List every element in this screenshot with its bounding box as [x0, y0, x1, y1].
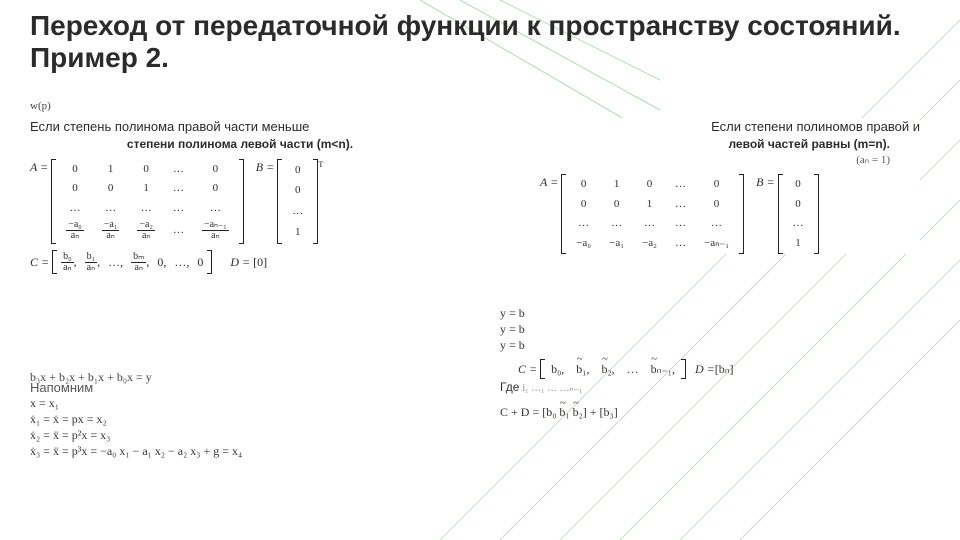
- left-A-label: A =: [30, 159, 48, 244]
- y-line: y = b: [500, 338, 930, 353]
- C-cell: bₙ₋₁,: [645, 360, 681, 379]
- left-A-block: A = 0 1 0 … 0 0 0 1 … 0: [30, 159, 450, 244]
- C-cell: b₂,: [595, 360, 620, 379]
- c-plus-d: C + D = [b₀ b₁ b₂] + [b₃]: [500, 405, 930, 420]
- C-cell: …,: [104, 252, 127, 273]
- eq-line: x = x₁: [30, 396, 450, 411]
- left-B-matrix: 0 0 … 1: [282, 159, 313, 244]
- left-C-label: C =: [30, 254, 49, 271]
- C-cell: 0,: [153, 252, 170, 273]
- C-cell: b₀aₙ,: [57, 250, 81, 275]
- ghost-wp: w(p): [30, 100, 51, 112]
- lower-right-block: y = b y = b y = b C = b₀, b₁, b₂, … bₙ₋₁…: [500, 305, 930, 421]
- lower-left-block: Напомним x = x₁ ẋ₁ = ẋ = px = x₂ ẋ₂ = ẍ …: [30, 380, 450, 460]
- right-A-matrix: 0 1 0 … 0 0 0 1 … 0 … …: [566, 174, 739, 254]
- matrix-cell: −aₙ₋₁aₙ: [194, 219, 237, 242]
- eq-line: ẋ₂ = ẍ = p²x = x₃: [30, 428, 450, 443]
- C-cell: …: [621, 360, 645, 379]
- y-line: y = b: [500, 306, 930, 321]
- bracket-icon: [207, 250, 212, 274]
- C-cell: b₀,: [545, 360, 570, 379]
- left-panel: Если степень полинома правой части меньш…: [30, 118, 450, 275]
- eq-line: ẋ₁ = ẋ = px = x₂: [30, 412, 450, 427]
- matrix-cell: −a₀aₙ: [58, 219, 92, 242]
- left-heading-2: степени полинома левой части (m<n).: [30, 136, 450, 153]
- C-cell: …,: [170, 252, 193, 273]
- B-transpose: T: [318, 159, 323, 171]
- recall-label: Напомним: [30, 380, 450, 395]
- right-A-label: A =: [540, 174, 558, 254]
- C-cell: b₁aₙ,: [81, 250, 105, 275]
- C-cell: bₘaₙ,: [127, 250, 153, 275]
- bracket-icon: [239, 159, 244, 244]
- left-B-label: B =: [256, 159, 274, 244]
- right-A-block: A = 0 1 0 … 0 0 0 1 … 0: [500, 174, 920, 254]
- page-title: Переход от передаточной функции к простр…: [30, 10, 930, 74]
- bg-diagonal-lines: [440, 20, 960, 540]
- an-note: (aₙ = 1): [500, 153, 920, 168]
- slide: Переход от передаточной функции к простр…: [0, 0, 960, 540]
- matrix-cell: −a₁aₙ: [94, 219, 128, 242]
- left-D-label: D =: [230, 254, 250, 271]
- y-line: y = b: [500, 322, 930, 337]
- left-A-matrix: 0 1 0 … 0 0 0 1 … 0 … …: [56, 159, 239, 244]
- matrix-cell: −a₂aₙ: [129, 219, 163, 242]
- right-B-matrix: 0 0 … 1: [783, 174, 814, 254]
- right-D-label: D =: [695, 362, 715, 377]
- right-heading-1: Если степени полиномов правой и: [500, 118, 920, 136]
- right-panel: Если степени полиномов правой и левой ча…: [500, 118, 920, 254]
- C-cell: 0: [193, 252, 207, 273]
- left-CD-block: C = b₀aₙ, b₁aₙ, …, bₘaₙ, 0, …, 0 D = [0]: [30, 250, 450, 275]
- right-heading-2: левой частей равны (m=n).: [500, 136, 920, 153]
- bracket-icon: [313, 159, 318, 244]
- bracket-icon: [814, 174, 819, 254]
- bracket-icon: [739, 174, 744, 254]
- bracket-icon: [681, 359, 686, 379]
- left-D-value: [0]: [253, 254, 267, 271]
- C-cell: b₁,: [570, 360, 595, 379]
- left-heading-1: Если степень полинома правой части меньш…: [30, 118, 450, 136]
- right-CD-row: C = b₀, b₁, b₂, … bₙ₋₁, D = [bₙ]: [500, 359, 930, 379]
- right-D-value: [bₙ]: [715, 362, 734, 377]
- right-C-label: C =: [518, 362, 537, 377]
- eq-line: ẋ₃ = ẍ = p³x = −a₀ x₁ − a₁ x₂ − a₂ x₃ + …: [30, 444, 450, 459]
- where-row: Где i₁ …₁ … …ₙ₋₁: [500, 380, 930, 395]
- right-B-label: B =: [756, 174, 774, 254]
